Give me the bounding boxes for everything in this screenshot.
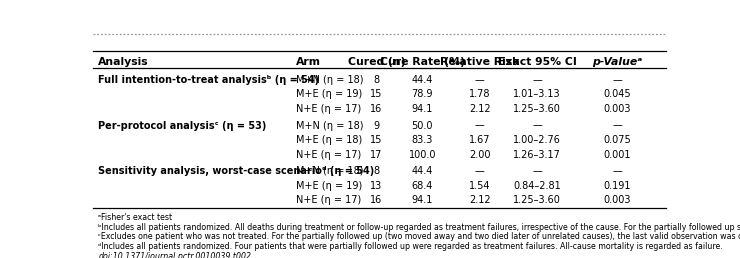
Text: Exact 95% CI: Exact 95% CI [497,57,576,67]
Text: M+E (η = 19): M+E (η = 19) [296,89,363,99]
Text: Per-protocol analysisᶜ (η = 53): Per-protocol analysisᶜ (η = 53) [98,120,266,131]
Text: Arm: Arm [296,57,321,67]
Text: M+E (η = 19): M+E (η = 19) [296,181,363,191]
Text: 1.54: 1.54 [469,181,491,191]
Text: 0.84–2.81: 0.84–2.81 [513,181,561,191]
Text: —: — [613,166,622,176]
Text: 15: 15 [370,89,383,99]
Text: M+N (η = 18): M+N (η = 18) [296,75,363,85]
Text: ᵃFisher's exact test: ᵃFisher's exact test [98,213,172,222]
Text: M+N (η = 18): M+N (η = 18) [296,166,363,176]
Text: 1.25–3.60: 1.25–3.60 [513,104,561,114]
Text: ᶜExcludes one patient who was not treated. For the partially followed up (two mo: ᶜExcludes one patient who was not treate… [98,232,740,241]
Text: 8: 8 [373,166,380,176]
Text: 15: 15 [370,135,383,145]
Text: 44.4: 44.4 [411,75,433,85]
Text: Cure Rate (%): Cure Rate (%) [380,57,465,67]
Text: 50.0: 50.0 [411,120,433,131]
Text: 100.0: 100.0 [408,150,436,159]
Text: 0.001: 0.001 [604,150,631,159]
Text: 16: 16 [370,195,383,205]
Text: N+E (η = 17): N+E (η = 17) [296,104,361,114]
Text: Analysis: Analysis [98,57,149,67]
Text: 1.26–3.17: 1.26–3.17 [513,150,561,159]
Text: doi:10.1371/journal.pctr.0010039.t002: doi:10.1371/journal.pctr.0010039.t002 [98,252,252,258]
Text: 2.12: 2.12 [469,104,491,114]
Text: —: — [475,166,485,176]
Text: 16: 16 [370,104,383,114]
Text: 68.4: 68.4 [411,181,433,191]
Text: 2.12: 2.12 [469,195,491,205]
Text: 17: 17 [370,150,383,159]
Text: 0.191: 0.191 [604,181,631,191]
Text: 2.00: 2.00 [469,150,491,159]
Text: 9: 9 [373,120,380,131]
Text: ᵈIncludes all patients randomized. Four patients that were partially followed up: ᵈIncludes all patients randomized. Four … [98,242,723,251]
Text: —: — [532,166,542,176]
Text: Sensitivity analysis, worst-case scenarioᵈ (η = 54): Sensitivity analysis, worst-case scenari… [98,166,374,176]
Text: Full intention-to-treat analysisᵇ (η = 54): Full intention-to-treat analysisᵇ (η = 5… [98,75,320,85]
Text: —: — [475,75,485,85]
Text: 0.003: 0.003 [604,195,631,205]
Text: 13: 13 [370,181,383,191]
Text: ᵇIncludes all patients randomized. All deaths during treatment or follow-up rega: ᵇIncludes all patients randomized. All d… [98,223,740,232]
Text: N+E (η = 17): N+E (η = 17) [296,195,361,205]
Text: 0.003: 0.003 [604,104,631,114]
Text: 8: 8 [373,75,380,85]
Text: 1.00–2.76: 1.00–2.76 [513,135,561,145]
Text: 0.075: 0.075 [603,135,631,145]
Text: 1.78: 1.78 [469,89,491,99]
Text: 1.67: 1.67 [469,135,491,145]
Text: p-Valueᵃ: p-Valueᵃ [592,57,642,67]
Text: —: — [613,75,622,85]
Text: 94.1: 94.1 [411,195,433,205]
Text: M+N (η = 18): M+N (η = 18) [296,120,363,131]
Text: 1.01–3.13: 1.01–3.13 [513,89,561,99]
Text: 78.9: 78.9 [411,89,433,99]
Text: —: — [613,120,622,131]
Text: N+E (η = 17): N+E (η = 17) [296,150,361,159]
Text: M+E (η = 18): M+E (η = 18) [296,135,363,145]
Text: 44.4: 44.4 [411,166,433,176]
Text: —: — [532,75,542,85]
Text: 0.045: 0.045 [603,89,631,99]
Text: —: — [532,120,542,131]
Text: 83.3: 83.3 [411,135,433,145]
Text: —: — [475,120,485,131]
Text: 1.25–3.60: 1.25–3.60 [513,195,561,205]
Text: Cured (n): Cured (n) [348,57,405,67]
Text: 94.1: 94.1 [411,104,433,114]
Text: Relative Risk: Relative Risk [440,57,519,67]
